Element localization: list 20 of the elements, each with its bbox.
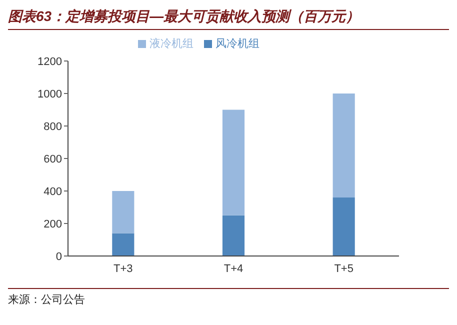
- y-tick-label: 600: [44, 153, 62, 166]
- x-tick-label: T+4: [224, 262, 244, 275]
- bar: [332, 198, 355, 256]
- bar: [222, 110, 245, 216]
- bar: [112, 233, 134, 256]
- y-tick-label: 1000: [38, 88, 62, 100]
- y-tick-label: 200: [44, 218, 62, 230]
- legend-label: 风冷机组: [216, 38, 260, 50]
- y-tick-label: 800: [44, 120, 62, 133]
- legend-label: 液冷机组: [150, 38, 194, 50]
- x-tick-label: T+5: [334, 262, 354, 275]
- chart-title: 图表63：定增募投项目—最大可贡献收入预测（百万元）: [8, 8, 449, 30]
- y-tick-label: 400: [44, 186, 62, 198]
- bar: [222, 215, 245, 256]
- bar: [112, 191, 134, 234]
- source-note: 来源：公司公告: [8, 288, 449, 307]
- y-tick-label: 1200: [38, 56, 62, 68]
- y-tick-label: 0: [56, 250, 62, 263]
- x-tick-label: T+3: [114, 262, 133, 275]
- bar: [332, 94, 355, 198]
